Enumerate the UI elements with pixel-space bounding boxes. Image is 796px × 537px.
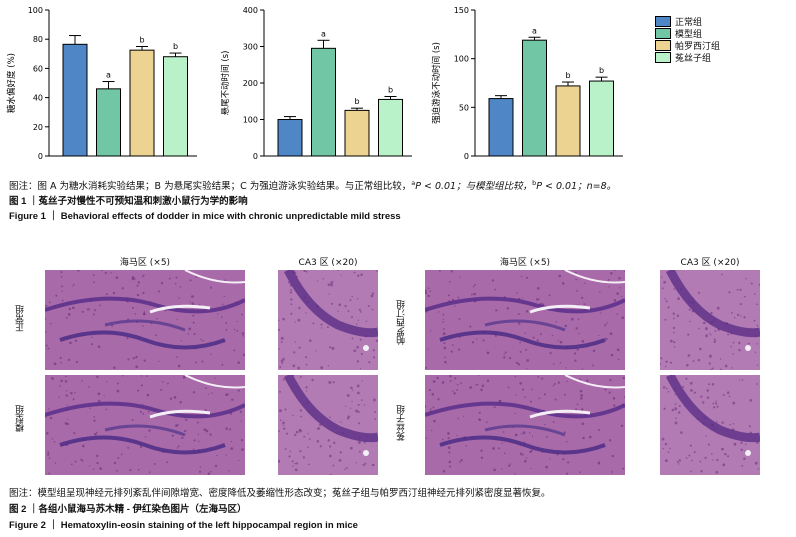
row-label-model: 模型组 bbox=[16, 405, 26, 432]
chart-sucrose-preference: 0 20 40 60 80 100 糖水偏好度 (%) a b b bbox=[6, 6, 197, 161]
col-label-hippocampus-right: 海马区 (×5) bbox=[499, 258, 551, 268]
figure2-title-en: Figure 2 ｜ Hematoxylin-eosin staining of… bbox=[9, 520, 358, 531]
bar bbox=[344, 109, 370, 157]
legend-label: 帕罗西汀组 bbox=[675, 41, 721, 52]
significance-label: b bbox=[388, 86, 393, 95]
significance-label: b bbox=[565, 71, 570, 80]
significance-label: b bbox=[139, 36, 144, 45]
y-tick-label: 80 bbox=[33, 35, 43, 44]
significance-label: a bbox=[532, 26, 537, 35]
legend-item: 模型组 bbox=[655, 27, 720, 40]
legend-item: 菟丝子组 bbox=[655, 51, 720, 64]
he-image-normal-hippocampus bbox=[45, 270, 245, 370]
col-label-ca3-left: CA3 区 (×20) bbox=[298, 258, 358, 268]
legend-item: 帕罗西汀组 bbox=[655, 39, 721, 52]
legend-item: 正常组 bbox=[655, 15, 720, 28]
y-tick-label: 40 bbox=[33, 94, 43, 103]
legend-swatch bbox=[655, 51, 671, 63]
significance-label: b bbox=[354, 97, 359, 106]
y-tick-label: 0 bbox=[464, 152, 469, 161]
he-image-model-hippocampus bbox=[45, 375, 245, 475]
bar bbox=[522, 39, 547, 157]
y-tick-label: 50 bbox=[459, 103, 469, 112]
chart-legend: 正常组 模型组 帕罗西汀组 菟丝子组 bbox=[655, 15, 721, 64]
y-tick-label: 100 bbox=[454, 55, 469, 64]
bar bbox=[62, 43, 88, 157]
significance-label: a bbox=[106, 71, 111, 80]
he-image-dodder-ca3 bbox=[660, 375, 760, 475]
y-tick-label: 400 bbox=[243, 6, 258, 15]
significance-label: a bbox=[321, 29, 326, 38]
y-tick-label: 200 bbox=[243, 79, 258, 88]
figure1-title-cn: 图 1 ｜菟丝子对慢性不可预知温和刺激小鼠行为学的影响 bbox=[9, 196, 248, 207]
y-tick-label: 150 bbox=[454, 6, 469, 15]
he-image-dodder-hippocampus bbox=[425, 375, 625, 475]
y-tick-label: 100 bbox=[28, 6, 43, 15]
y-axis-label: 悬尾不动时间 (s) bbox=[220, 51, 231, 116]
he-image-paroxetine-hippocampus bbox=[425, 270, 625, 370]
y-tick-label: 20 bbox=[33, 123, 43, 132]
y-axis-label: 糖水偏好度 (%) bbox=[6, 53, 17, 113]
y-axis-label: 强迫游泳不动时间 (s) bbox=[431, 42, 442, 124]
figure1-note: 图注：图 A 为糖水消耗实验结果；B 为悬尾实验结果；C 为强迫游泳实验结果。与… bbox=[9, 178, 617, 192]
bar bbox=[163, 56, 188, 157]
y-tick-label: 0 bbox=[253, 152, 258, 161]
legend-swatch bbox=[655, 15, 671, 27]
bar bbox=[488, 98, 514, 157]
chart-forced-swim: 0 50 100 150 强迫游泳不动时间 (s) a b b bbox=[431, 6, 623, 161]
figure2-note: 图注：模型组呈现神经元排列紊乱伴间隙增宽、密度降低及萎缩性形态改变；菟丝子组与帕… bbox=[9, 488, 551, 499]
row-label-paroxetine: 帕罗西汀组 bbox=[397, 300, 407, 345]
legend-swatch bbox=[655, 39, 671, 51]
legend-swatch bbox=[655, 27, 671, 39]
chart-tail-suspension: 0 100 200 300 400 悬尾不动时间 (s) a b b bbox=[220, 6, 412, 161]
bar bbox=[555, 85, 581, 157]
col-label-ca3-right: CA3 区 (×20) bbox=[680, 258, 740, 268]
row-label-normal: 正常组 bbox=[16, 305, 26, 332]
bar bbox=[311, 47, 336, 157]
col-label-hippocampus-left: 海马区 (×5) bbox=[119, 258, 171, 268]
y-tick-label: 0 bbox=[38, 152, 43, 161]
bar bbox=[129, 49, 155, 157]
y-tick-label: 100 bbox=[243, 116, 258, 125]
legend-label: 菟丝子组 bbox=[675, 53, 712, 64]
he-image-paroxetine-ca3 bbox=[660, 270, 760, 370]
bar bbox=[96, 88, 121, 157]
row-label-dodder: 菟丝子组 bbox=[397, 405, 407, 441]
bar bbox=[277, 119, 303, 157]
figure1-title-en: Figure 1 ｜ Behavioral effects of dodder … bbox=[9, 211, 401, 222]
bar bbox=[589, 80, 614, 157]
y-tick-label: 300 bbox=[243, 43, 258, 52]
significance-label: b bbox=[599, 66, 604, 75]
legend-label: 模型组 bbox=[675, 29, 703, 40]
significance-label: b bbox=[173, 42, 178, 51]
bar bbox=[378, 98, 403, 157]
he-image-model-ca3 bbox=[278, 375, 378, 475]
legend-label: 正常组 bbox=[675, 17, 703, 28]
figure2-title-cn: 图 2 ｜各组小鼠海马苏木精 - 伊红染色图片（左海马区） bbox=[9, 504, 247, 515]
y-tick-label: 60 bbox=[33, 64, 43, 73]
he-image-normal-ca3 bbox=[278, 270, 378, 370]
